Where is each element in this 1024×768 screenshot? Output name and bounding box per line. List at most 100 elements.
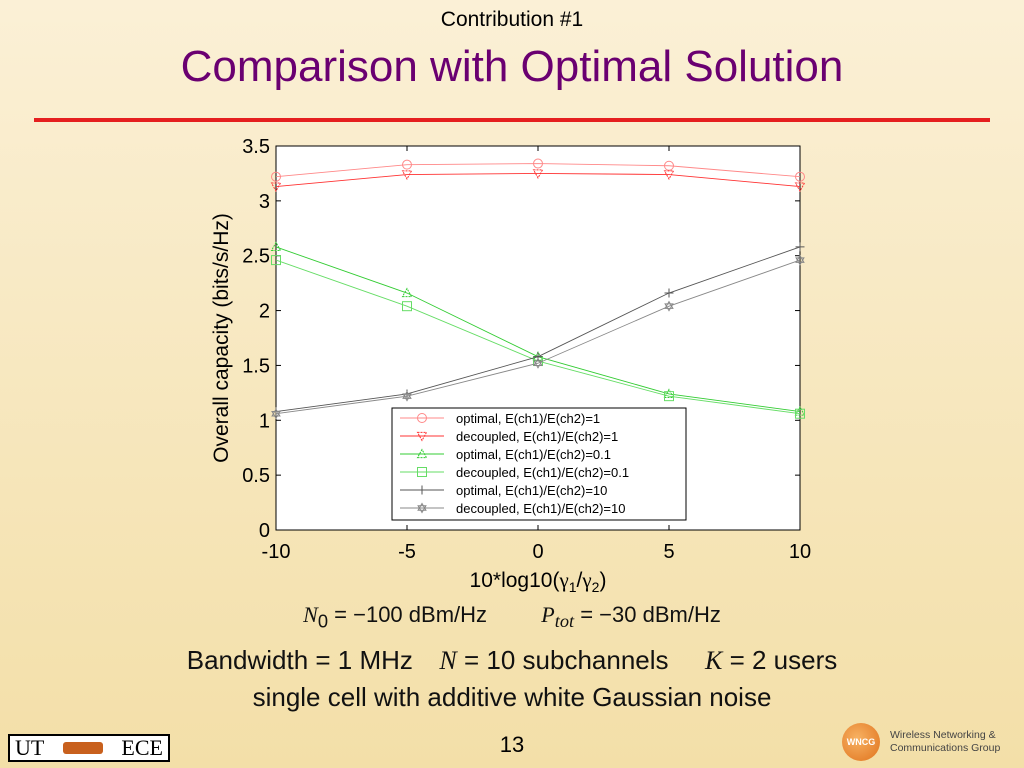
ut-logo-text: UT — [15, 735, 45, 760]
n0-subscript: 0 — [317, 610, 329, 632]
legend-item: optimal, E(ch1)/E(ch2)=0.1 — [400, 447, 611, 462]
slide-subtitle: Contribution #1 — [440, 8, 584, 31]
slide-title: Comparison with Optimal Solution — [180, 42, 844, 91]
legend-label: optimal, E(ch1)/E(ch2)=1 — [456, 411, 600, 426]
k-symbol: K — [704, 646, 723, 675]
y-tick-label: 3 — [259, 191, 270, 213]
subchannels-text: = 10 subchannels — [463, 645, 669, 675]
data-point — [795, 171, 805, 182]
x-tick-labels: -10 -5 0 5 10 — [262, 541, 812, 563]
x-axis-label-gamma-2: γ — [581, 568, 591, 592]
legend-box — [391, 407, 687, 521]
legend-marker — [417, 485, 427, 495]
wncg-group-name: Wireless Networking & Communications Gro… — [890, 729, 1000, 755]
data-point — [271, 171, 281, 182]
legend-item: optimal, E(ch1)/E(ch2)=10 — [400, 483, 607, 498]
x-axis-label-sub-2: 2 — [592, 579, 600, 595]
data-point — [664, 160, 674, 171]
page-number: 13 — [499, 732, 525, 757]
x-axis-label-suffix: ) — [599, 569, 606, 592]
x-axis-label-sub-1: 1 — [569, 579, 577, 595]
users-text: = 2 users — [729, 645, 838, 675]
data-point — [270, 182, 282, 193]
legend-marker — [416, 431, 428, 442]
data-point — [401, 287, 413, 298]
data-point — [664, 300, 674, 312]
x-tick-label: 5 — [663, 541, 674, 563]
y-tick-label: 0.5 — [242, 465, 270, 487]
series-1 — [271, 158, 805, 182]
legend-marker — [416, 448, 428, 459]
series-line — [275, 172, 801, 188]
y-tick-label: 3.5 — [242, 136, 270, 158]
legend-marker — [417, 502, 427, 514]
noise-power-equation: N0 = −100 dBm/Hz Ptot = −30 dBm/Hz — [0, 602, 1024, 632]
legend: optimal, E(ch1)/E(ch2)=1 decoupled, E(ch1… — [391, 407, 687, 521]
ptot-subscript: tot — [554, 611, 575, 632]
capacity-chart: -10 -5 0 5 10 0 0.5 1 1.5 2 2.5 3 3.5 Overall capac… — [210, 136, 812, 595]
y-tick-label: 0 — [259, 520, 270, 542]
wncg-badge-icon: WNCG — [842, 723, 880, 761]
data-point — [402, 159, 412, 170]
legend-item: decoupled, E(ch1)/E(ch2)=10 — [400, 501, 625, 516]
data-point — [663, 388, 675, 399]
y-tick-label: 1.5 — [242, 355, 270, 377]
data-point — [271, 255, 281, 266]
series-layer — [270, 158, 806, 420]
n0-value: = −100 dBm/Hz — [334, 602, 488, 627]
data-point — [270, 241, 282, 252]
data-point — [794, 182, 806, 193]
y-tick-label: 2 — [259, 301, 270, 323]
channel-description: single cell with additive white Gaussian… — [252, 682, 772, 712]
bandwidth-text: Bandwidth = 1 MHz — [186, 645, 413, 675]
data-point — [533, 357, 543, 369]
legend-marker — [417, 467, 427, 477]
longhorn-icon — [62, 742, 103, 754]
x-tick-label: 10 — [789, 541, 811, 563]
legend-label: decoupled, E(ch1)/E(ch2)=10 — [456, 501, 625, 516]
data-point — [533, 158, 543, 169]
data-point — [664, 391, 674, 402]
ptot-symbol: P — [541, 602, 555, 627]
x-tick-label: 0 — [532, 541, 543, 563]
data-point — [794, 405, 806, 416]
wncg-line-1: Wireless Networking & — [890, 729, 996, 741]
ptot-value: = −30 dBm/Hz — [580, 602, 721, 627]
ece-logo-text: ECE — [121, 735, 163, 760]
ut-ece-logo: UT ECE — [8, 734, 170, 762]
series-2 — [270, 169, 806, 193]
y-tick-labels: 0 0.5 1 1.5 2 2.5 3 3.5 — [242, 136, 270, 542]
n-symbol: N — [439, 646, 457, 675]
legend-label: decoupled, E(ch1)/E(ch2)=1 — [456, 429, 618, 444]
series-line — [275, 163, 801, 178]
legend-marker — [417, 413, 427, 423]
data-point — [795, 254, 805, 266]
data-point — [795, 408, 805, 419]
data-point — [271, 408, 281, 420]
data-point — [664, 288, 674, 298]
y-axis-label: Overall capacity (bits/s/Hz) — [210, 213, 233, 463]
wncg-line-2: Communications Group — [890, 742, 1001, 754]
x-axis-label-prefix: 10*log10( — [470, 569, 560, 592]
data-point — [401, 170, 413, 181]
data-point — [532, 169, 544, 179]
x-axis-label-gamma-1: γ — [558, 568, 568, 592]
legend-item: decoupled, E(ch1)/E(ch2)=0.1 — [400, 465, 629, 480]
y-tick-label: 2.5 — [242, 246, 270, 268]
x-axis-label: 10*log10(γ1/γ2) — [470, 568, 607, 595]
legend-label: decoupled, E(ch1)/E(ch2)=0.1 — [456, 465, 629, 480]
n0-symbol: N — [303, 602, 318, 627]
title-divider — [34, 118, 990, 122]
data-point — [663, 170, 675, 181]
legend-item: optimal, E(ch1)/E(ch2)=1 — [400, 411, 600, 426]
data-point — [402, 301, 412, 312]
legend-label: optimal, E(ch1)/E(ch2)=10 — [456, 483, 607, 498]
y-tick-label: 1 — [259, 410, 270, 432]
x-tick-label: -5 — [398, 541, 416, 563]
x-axis-label-slash: / — [577, 569, 583, 592]
legend-label: optimal, E(ch1)/E(ch2)=0.1 — [456, 447, 611, 462]
data-point — [795, 242, 805, 252]
series-6 — [271, 254, 805, 420]
series-line — [275, 259, 801, 415]
wncg-logo: WNCG Wireless Networking & Communication… — [842, 720, 1022, 764]
